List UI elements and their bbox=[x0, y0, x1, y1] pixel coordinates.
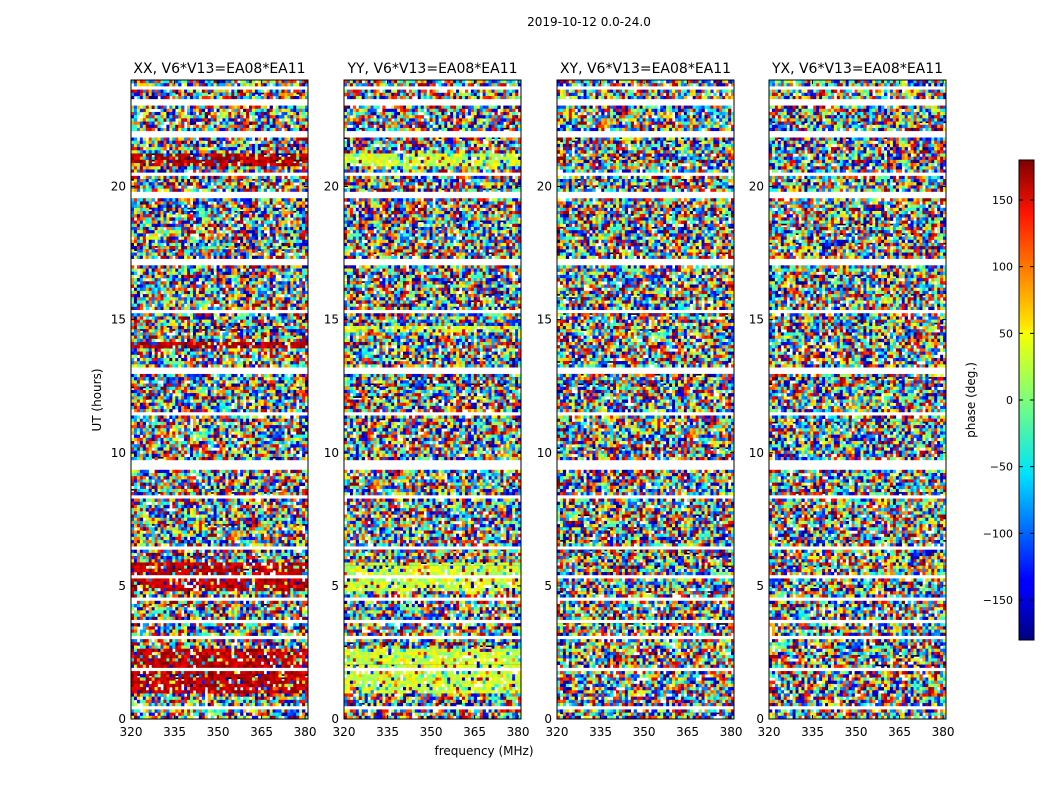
heatmap-cells bbox=[557, 80, 734, 719]
y-tick-label: 20 bbox=[111, 180, 126, 194]
panel-frame bbox=[343, 79, 522, 720]
panel-1: XX, V6*V13=EA08*EA11 320 335 350 365 380 0 5 10 1… bbox=[111, 61, 317, 739]
x-tick-label: 320 bbox=[120, 725, 143, 739]
x-tick-label: 350 bbox=[633, 725, 656, 739]
panel-title: XY, V6*V13=EA08*EA11 bbox=[560, 61, 731, 77]
y-tick-label: 0 bbox=[118, 712, 126, 726]
panel-title: YY, V6*V13=EA08*EA11 bbox=[346, 61, 517, 77]
x-tick-label: 320 bbox=[333, 725, 356, 739]
y-tick-label: 5 bbox=[118, 579, 126, 593]
y-tick-label: 15 bbox=[324, 313, 339, 327]
y-tick-label: 20 bbox=[537, 180, 552, 194]
panel-2: YY, V6*V13=EA08*EA11 320 335 350 365 380 0 5 10 1… bbox=[324, 61, 530, 739]
colorbar-ticks: 150 100 50 0 −50 −100 −150 bbox=[983, 194, 1034, 607]
x-tick-label: 380 bbox=[507, 725, 530, 739]
panel-frame bbox=[556, 79, 735, 720]
y-tick-label: 10 bbox=[111, 446, 126, 460]
y-tick-label: 15 bbox=[749, 313, 764, 327]
x-axis-label: frequency (MHz) bbox=[434, 744, 533, 758]
y-tick-label: 10 bbox=[749, 446, 764, 460]
y-tick-label: 0 bbox=[331, 712, 339, 726]
x-tick-label: 335 bbox=[589, 725, 612, 739]
colorbar-tick-label: −150 bbox=[983, 594, 1013, 607]
y-tick-label: 15 bbox=[111, 313, 126, 327]
x-tick-label: 365 bbox=[676, 725, 699, 739]
x-tick-label: 335 bbox=[163, 725, 186, 739]
y-tick-label: 5 bbox=[756, 579, 764, 593]
heatmap-cells bbox=[131, 80, 308, 719]
x-tick-label: 320 bbox=[546, 725, 569, 739]
colorbar-tick-label: −50 bbox=[990, 461, 1013, 474]
y-axis-label: UT (hours) bbox=[90, 368, 104, 431]
x-tick-label: 365 bbox=[888, 725, 911, 739]
y-tick-label: 20 bbox=[324, 180, 339, 194]
x-tick-label: 320 bbox=[758, 725, 781, 739]
y-tick-label: 0 bbox=[544, 712, 552, 726]
y-tick-label: 20 bbox=[749, 180, 764, 194]
x-tick-label: 350 bbox=[845, 725, 868, 739]
panel-frame bbox=[130, 79, 309, 720]
panel-3: XY, V6*V13=EA08*EA11 320 335 350 365 380 0 5 10 1… bbox=[537, 61, 743, 739]
panel-frame bbox=[768, 79, 947, 720]
y-tick-label: 5 bbox=[331, 579, 339, 593]
panel-4: YX, V6*V13=EA08*EA11 320 335 350 365 380 0 5 10 1… bbox=[749, 61, 955, 739]
y-tick-label: 5 bbox=[544, 579, 552, 593]
x-tick-label: 335 bbox=[801, 725, 824, 739]
panels-group: XX, V6*V13=EA08*EA11 320 335 350 365 380 0 5 10 1… bbox=[111, 61, 955, 739]
panel-title: XX, V6*V13=EA08*EA11 bbox=[133, 61, 305, 77]
x-tick-label: 380 bbox=[720, 725, 743, 739]
colorbar-tick-label: −100 bbox=[983, 527, 1013, 540]
colorbar-tick-label: 150 bbox=[992, 194, 1013, 207]
x-tick-label: 365 bbox=[463, 725, 486, 739]
heatmap-cells bbox=[344, 80, 521, 719]
y-tick-label: 0 bbox=[756, 712, 764, 726]
y-tick-label: 10 bbox=[537, 446, 552, 460]
colorbar-label: phase (deg.) bbox=[964, 362, 978, 438]
heatmap-cells bbox=[769, 80, 946, 719]
x-tick-label: 350 bbox=[207, 725, 230, 739]
y-tick-label: 10 bbox=[324, 446, 339, 460]
colorbar: 150 100 50 0 −50 −100 −150 phase (deg.) bbox=[964, 159, 1035, 641]
x-tick-label: 335 bbox=[376, 725, 399, 739]
x-tick-label: 365 bbox=[250, 725, 273, 739]
colorbar-tick-label: 50 bbox=[999, 327, 1013, 340]
x-tick-label: 380 bbox=[294, 725, 317, 739]
x-tick-label: 380 bbox=[932, 725, 955, 739]
y-tick-label: 15 bbox=[537, 313, 552, 327]
x-tick-label: 350 bbox=[420, 725, 443, 739]
figure-suptitle: 2019-10-12 0.0-24.0 bbox=[527, 15, 651, 29]
panel-title: YX, V6*V13=EA08*EA11 bbox=[771, 61, 943, 77]
colorbar-tick-label: 100 bbox=[992, 261, 1013, 274]
colorbar-tick-label: 0 bbox=[1006, 394, 1013, 407]
